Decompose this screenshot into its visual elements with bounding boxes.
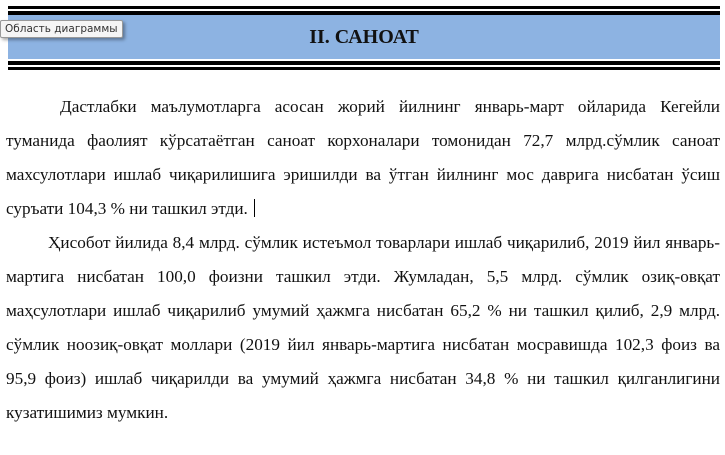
text-cursor — [253, 199, 255, 217]
paragraph: Ҳисобот йилида 8,4 млрд. сўмлик истеъмол… — [6, 233, 720, 422]
section-title: II. САНОАТ — [309, 25, 419, 48]
divider — [8, 6, 720, 9]
section-header: II. САНОАТ — [8, 6, 720, 70]
paragraph-text: Дастлабки маълумотларга асосан жорий йил… — [6, 97, 720, 218]
divider — [8, 67, 720, 70]
header-band[interactable]: II. САНОАТ — [8, 15, 720, 59]
chart-area-tooltip: Область диаграммы — [0, 20, 123, 38]
paragraph: Дастлабки маълумотларга асосан жорий йил… — [6, 90, 720, 226]
divider — [8, 11, 720, 15]
document-body[interactable]: Дастлабки маълумотларга асосан жорий йил… — [6, 90, 720, 430]
divider — [8, 61, 720, 65]
